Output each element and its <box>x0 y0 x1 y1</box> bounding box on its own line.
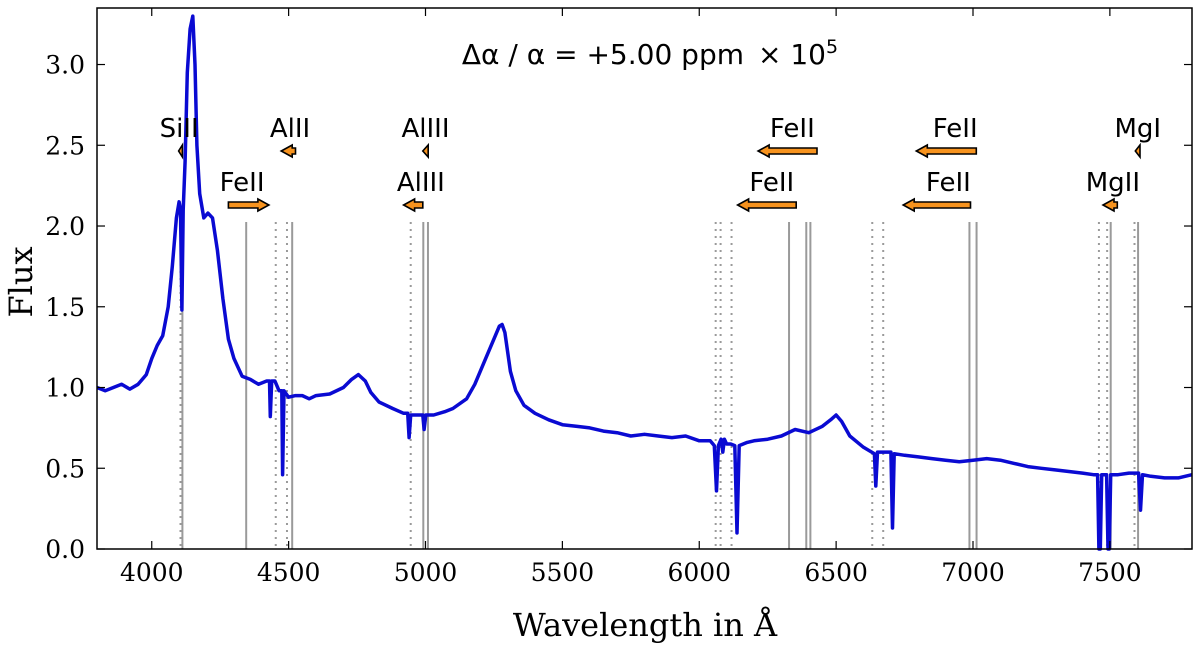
shift-arrow <box>914 143 978 159</box>
x-axis-label: Wavelength in Å <box>513 606 778 644</box>
reference-lines <box>179 222 1140 549</box>
shift-arrow <box>901 197 972 213</box>
axis-ticks: 4000 4500 5000 5500 6000 6500 7000 7500 0.0 0.5 1.… <box>45 8 1192 587</box>
ion-label: FeII <box>220 168 265 198</box>
plot-frame <box>96 7 1193 550</box>
x-tick-label: 4500 <box>257 558 321 587</box>
y-tick-label: 1.0 <box>45 374 85 403</box>
shift-arrow <box>401 197 424 213</box>
ion-label: AlIII <box>397 168 445 198</box>
x-tick-label: 4000 <box>120 558 184 587</box>
y-tick-label: 2.5 <box>45 131 85 160</box>
y-axis-label: Flux <box>2 246 40 317</box>
annotation-value: +5.00 ppm <box>586 38 744 71</box>
y-tick-label: 3.0 <box>45 51 85 80</box>
y-tick-label: 0.5 <box>45 454 85 483</box>
shift-arrow <box>177 142 184 160</box>
annotation-prefix: Δα / α = <box>462 38 587 71</box>
shift-arrows: SiII AlII AlIII FeII FeII MgI FeII AlIII FeII FeI… <box>160 114 1161 213</box>
ion-label: FeII <box>926 168 971 198</box>
shift-arrow <box>279 143 297 159</box>
shift-arrow <box>756 143 818 159</box>
shift-arrow <box>1134 142 1141 160</box>
y-tick-label: 1.5 <box>45 293 85 322</box>
x-tick-label: 5500 <box>531 558 595 587</box>
shift-arrow <box>421 142 430 160</box>
x-tick-label: 6500 <box>804 558 868 587</box>
ion-label: MgII <box>1086 168 1140 198</box>
x-tick-label: 5000 <box>394 558 458 587</box>
ion-label: AlII <box>270 114 310 144</box>
ion-label: MgI <box>1114 114 1161 144</box>
x-tick-label: 7500 <box>1078 558 1142 587</box>
shift-arrow <box>1101 197 1119 213</box>
y-tick-label: 0.0 <box>45 535 85 564</box>
ion-label: FeII <box>933 114 978 144</box>
ion-label: FeII <box>749 168 794 198</box>
annotation-exponent: 5 <box>826 36 838 58</box>
y-tick-label: 2.0 <box>45 212 85 241</box>
ion-label: AlIII <box>401 114 449 144</box>
x-tick-label: 6000 <box>667 558 731 587</box>
annotation-factor: × 10 <box>758 38 826 71</box>
delta-alpha-annotation: Δα / α = +5.00 ppm × 105 <box>462 36 838 71</box>
shift-arrow <box>735 197 798 213</box>
shift-arrow <box>227 197 271 213</box>
ion-label: SiII <box>160 114 199 144</box>
x-tick-label: 7000 <box>941 558 1005 587</box>
spectrum-line <box>96 14 1193 551</box>
ion-label: FeII <box>770 114 815 144</box>
